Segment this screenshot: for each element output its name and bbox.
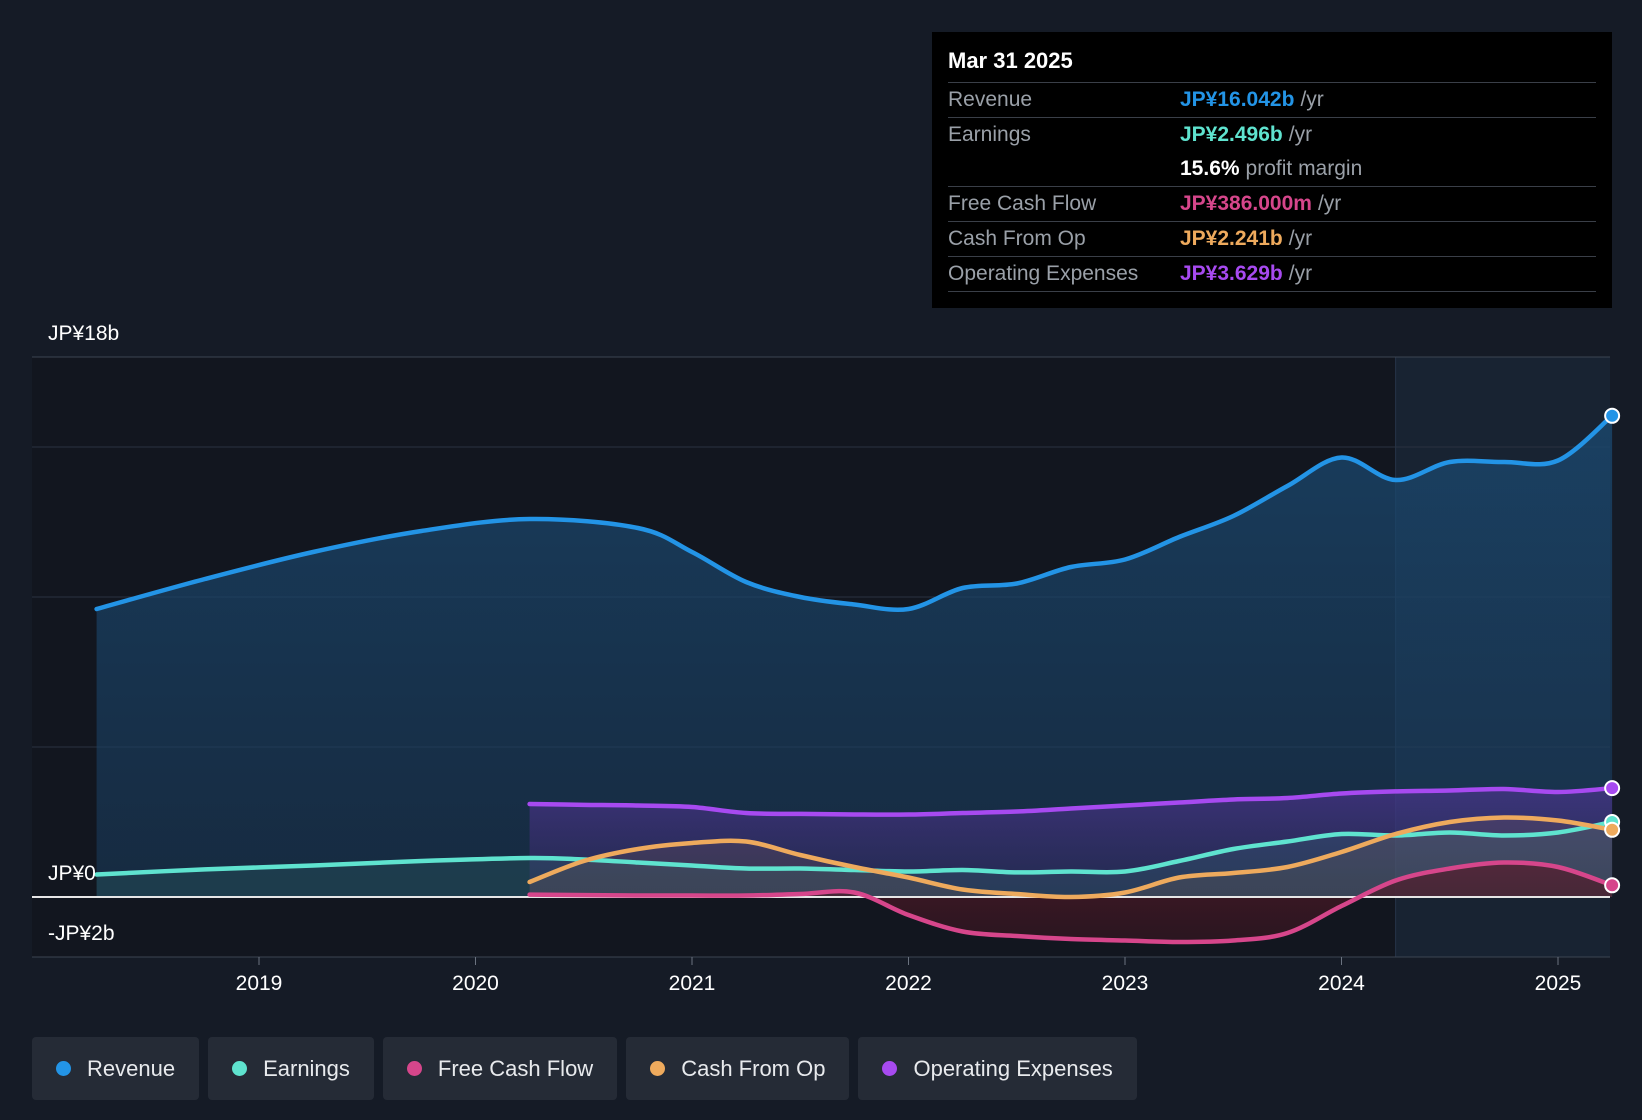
legend: Revenue Earnings Free Cash Flow Cash Fro… [32, 1037, 1137, 1100]
tooltip-date: Mar 31 2025 [948, 46, 1596, 83]
tooltip-row-profit-margin: 15.6% profit margin [948, 152, 1596, 187]
legend-item-free-cash-flow[interactable]: Free Cash Flow [382, 1037, 618, 1100]
legend-item-revenue[interactable]: Revenue [32, 1037, 200, 1100]
free-cash-flow-end-marker [1604, 877, 1621, 894]
tooltip-value: 15.6% [1180, 157, 1240, 180]
tooltip-row-operating-expenses: Operating Expenses JP¥3.629b /yr [948, 257, 1596, 292]
series-end-markers [1604, 407, 1621, 894]
x-tick-label: 2024 [1318, 972, 1365, 995]
free-cash-flow-area [529, 862, 1613, 942]
revenue-line [94, 413, 1615, 613]
legend-dot-icon [406, 1061, 422, 1076]
tooltip-value: JP¥16.042b [1180, 88, 1295, 111]
tooltip-unit: profit margin [1245, 157, 1363, 180]
x-axis: 2019 2020 2021 2022 2023 2024 2025 [236, 957, 1582, 995]
tooltip: Mar 31 2025 Revenue JP¥16.042b /yr Earni… [932, 32, 1612, 308]
legend-dot-icon [232, 1061, 248, 1076]
tooltip-unit: /yr [1317, 192, 1342, 215]
tooltip-value: JP¥2.496b [1180, 123, 1283, 146]
legend-label: Revenue [87, 1055, 176, 1081]
tooltip-unit: /yr [1300, 88, 1324, 111]
legend-label: Cash From Op [681, 1055, 826, 1081]
free-cash-flow-line [527, 860, 1615, 945]
tooltip-label: Operating Expenses [948, 262, 1139, 285]
y-label-zero: JP¥0 [48, 862, 96, 885]
tooltip-label: Cash From Op [948, 227, 1086, 250]
operating-expenses-line [527, 785, 1615, 817]
x-tick-label: 2023 [1102, 972, 1149, 995]
tooltip-unit: /yr [1288, 123, 1313, 146]
legend-dot-icon [56, 1061, 71, 1076]
legend-item-earnings[interactable]: Earnings [208, 1037, 374, 1100]
cash-from-op-end-marker [1604, 821, 1621, 838]
tooltip-label: Free Cash Flow [948, 192, 1097, 215]
tooltip-label: Earnings [948, 123, 1031, 146]
tooltip-value: JP¥2.241b [1180, 227, 1283, 250]
operating-expenses-end-marker [1604, 780, 1621, 797]
tooltip-row-earnings: Earnings JP¥2.496b /yr [948, 118, 1596, 152]
legend-item-cash-from-op[interactable]: Cash From Op [626, 1037, 850, 1100]
x-tick-label: 2022 [885, 972, 932, 995]
legend-label: Earnings [263, 1055, 350, 1081]
tooltip-value: JP¥3.629b [1180, 262, 1283, 285]
legend-label: Free Cash Flow [437, 1055, 594, 1081]
tooltip-label: Revenue [948, 88, 1033, 111]
legend-label: Operating Expenses [913, 1055, 1113, 1081]
x-tick-label: 2019 [236, 972, 283, 995]
tooltip-row-revenue: Revenue JP¥16.042b /yr [948, 83, 1596, 118]
tooltip-row-cash-from-op: Cash From Op JP¥2.241b /yr [948, 222, 1596, 257]
legend-dot-icon [650, 1061, 666, 1076]
tooltip-row-free-cash-flow: Free Cash Flow JP¥386.000m /yr [948, 187, 1596, 222]
tooltip-unit: /yr [1288, 262, 1313, 285]
earnings-area [96, 822, 1613, 897]
cash-from-op-line [527, 815, 1615, 900]
legend-dot-icon [882, 1061, 898, 1076]
y-label-top: JP¥18b [48, 322, 119, 345]
series-lines [94, 413, 1615, 945]
legend-item-operating-expenses[interactable]: Operating Expenses [858, 1037, 1137, 1100]
x-tick-label: 2020 [452, 972, 499, 995]
tooltip-value: JP¥386.000m [1180, 192, 1312, 215]
x-tick-label: 2025 [1535, 972, 1582, 995]
cash-from-op-area [529, 817, 1613, 898]
revenue-area [96, 415, 1613, 897]
revenue-end-marker [1604, 407, 1621, 424]
tooltip-unit: /yr [1288, 227, 1313, 250]
y-label-bottom: -JP¥2b [48, 922, 115, 945]
x-tick-label: 2021 [669, 972, 716, 995]
